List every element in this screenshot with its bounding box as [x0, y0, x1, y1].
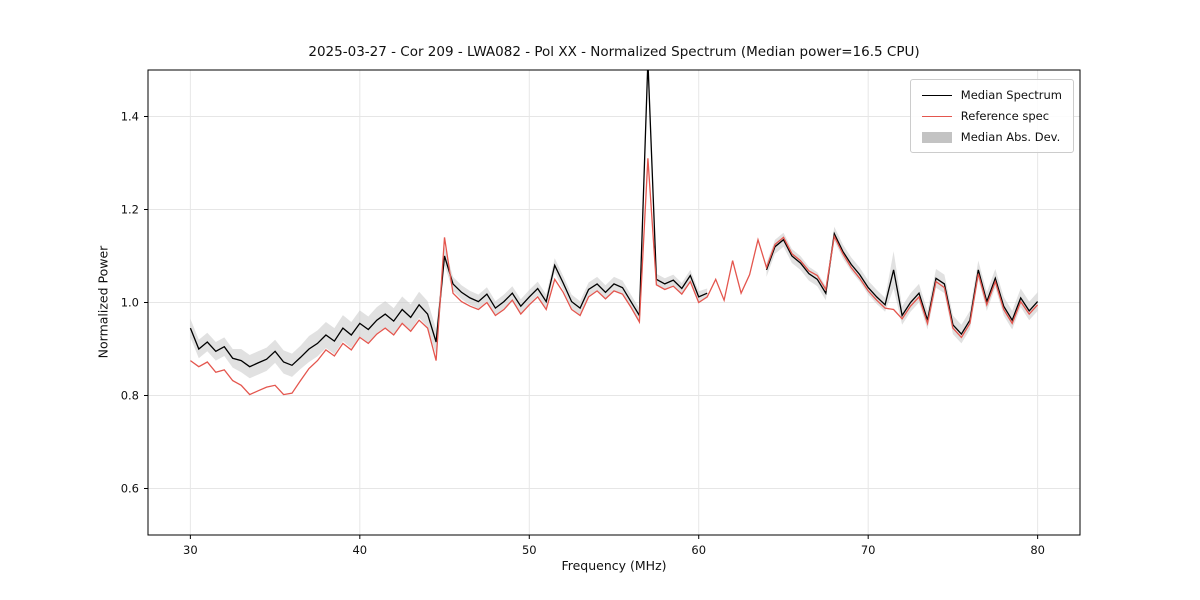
y-tick-label: 0.8 [121, 389, 139, 403]
x-tick-label: 40 [352, 543, 367, 557]
legend-item-median-abs-dev: Median Abs. Dev. [921, 130, 1062, 144]
y-axis-label: Normalized Power [95, 245, 111, 359]
legend: Median Spectrum Reference spec Median Ab… [909, 79, 1074, 153]
legend-label-reference-spec: Reference spec [960, 109, 1050, 123]
mad-band [766, 226, 1038, 344]
legend-label-median-abs-dev: Median Abs. Dev. [960, 130, 1061, 144]
median-line-swatch [921, 94, 952, 96]
x-tick-label: 50 [522, 543, 537, 557]
mad-band-swatch [921, 131, 952, 143]
y-tick-label: 1.2 [121, 203, 139, 217]
chart-title: 2025-03-27 - Cor 209 - LWA082 - Pol XX -… [308, 44, 920, 60]
x-axis-label: Frequency (MHz) [561, 558, 667, 573]
legend-label-median-spectrum: Median Spectrum [960, 88, 1062, 102]
legend-item-median-spectrum: Median Spectrum [921, 88, 1062, 102]
y-tick-label: 1.0 [121, 296, 139, 310]
x-tick-label: 70 [861, 543, 876, 557]
reference-spec-line [190, 158, 1039, 396]
legend-item-reference-spec: Reference spec [921, 109, 1062, 123]
median-spectrum-line [189, 70, 1039, 368]
x-tick-label: 30 [183, 543, 198, 557]
reference-line-swatch [921, 115, 952, 117]
mad-band [190, 70, 708, 379]
x-tick-label: 80 [1030, 543, 1045, 557]
x-tick-label: 60 [691, 543, 706, 557]
y-tick-label: 0.6 [121, 482, 139, 496]
y-tick-label: 1.4 [121, 110, 139, 124]
